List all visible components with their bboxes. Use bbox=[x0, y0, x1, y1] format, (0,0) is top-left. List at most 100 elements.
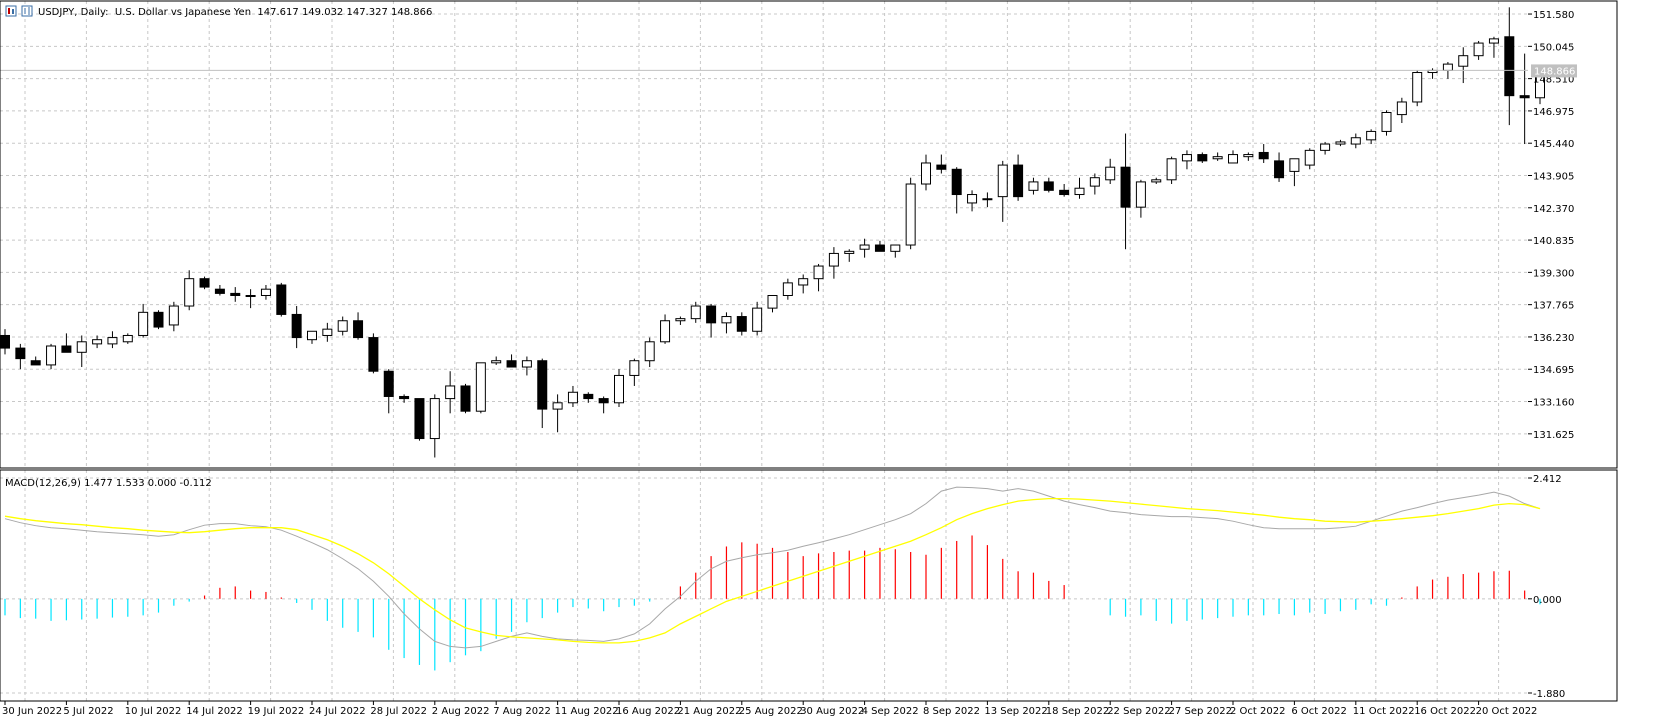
time-tick-label: 11 Aug 2022 bbox=[555, 706, 619, 717]
current-price-label: 148.866 bbox=[1534, 66, 1575, 77]
macd-axis: 2.412 0.000 -1.880 bbox=[1528, 474, 1565, 700]
bull-candle bbox=[1028, 181, 1039, 191]
bear-candle bbox=[736, 316, 747, 332]
macd-tick-label: 0.000 bbox=[1533, 595, 1562, 606]
bull-candle bbox=[921, 162, 931, 185]
bull-candle bbox=[1181, 154, 1192, 162]
bull-candle bbox=[1412, 72, 1423, 103]
bear-candle bbox=[15, 347, 26, 360]
bull-candle bbox=[1442, 63, 1453, 71]
bear-candle bbox=[399, 395, 410, 400]
bull-candle bbox=[475, 362, 486, 412]
bull-candle bbox=[92, 339, 103, 345]
bull-candle bbox=[1473, 42, 1484, 57]
chart-header: USDJPY, Daily: U.S. Dollar vs Japanese Y… bbox=[5, 5, 432, 18]
time-tick-label: 4 Sep 2022 bbox=[862, 706, 919, 717]
bear-candle bbox=[414, 398, 425, 440]
bull-candle bbox=[429, 398, 440, 440]
bull-candle bbox=[859, 244, 870, 250]
bull-candle bbox=[491, 360, 502, 364]
time-tick-label: 30 Aug 2022 bbox=[800, 706, 864, 717]
bull-candle bbox=[168, 305, 179, 326]
bear-candle bbox=[353, 320, 364, 339]
bull-candle bbox=[1304, 149, 1315, 166]
bull-candle bbox=[122, 334, 133, 343]
bull-candle bbox=[445, 385, 456, 400]
time-tick-label: 20 Oct 2022 bbox=[1476, 706, 1538, 717]
bull-candle bbox=[890, 244, 901, 252]
time-tick-label: 8 Sep 2022 bbox=[923, 706, 980, 717]
price-tick-label: 131.625 bbox=[1533, 430, 1574, 441]
bull-candle bbox=[844, 250, 855, 254]
bull-candle bbox=[675, 318, 686, 322]
bear-candle bbox=[1043, 181, 1054, 191]
bear-candle bbox=[936, 164, 947, 170]
macd-panel[interactable] bbox=[0, 469, 1618, 702]
bull-candle bbox=[1212, 156, 1223, 160]
bull-candle bbox=[967, 194, 978, 204]
bull-candle bbox=[138, 311, 149, 336]
bull-candle bbox=[1488, 38, 1499, 44]
bear-candle bbox=[951, 168, 962, 196]
price-tick-label: 143.905 bbox=[1533, 171, 1574, 182]
time-tick-label: 13 Sep 2022 bbox=[984, 706, 1047, 717]
bull-candle bbox=[982, 198, 993, 201]
bull-candle bbox=[1458, 55, 1469, 67]
bull-candle bbox=[905, 183, 916, 246]
time-tick-label: 10 Jul 2022 bbox=[125, 706, 182, 717]
time-tick-label: 5 Jul 2022 bbox=[63, 706, 113, 717]
bull-candle bbox=[1151, 179, 1162, 183]
bear-candle bbox=[1519, 95, 1530, 99]
time-tick-label: 14 Jul 2022 bbox=[186, 706, 243, 717]
bear-candle bbox=[276, 284, 287, 315]
time-tick-label: 11 Oct 2022 bbox=[1353, 706, 1415, 717]
bear-candle bbox=[30, 360, 41, 366]
time-tick-label: 16 Aug 2022 bbox=[616, 706, 680, 717]
bull-candle bbox=[997, 164, 1008, 198]
price-tick-label: 140.835 bbox=[1533, 236, 1574, 247]
bear-candle bbox=[1013, 164, 1024, 198]
chart-type-icon bbox=[21, 5, 33, 17]
bull-candle bbox=[1381, 111, 1392, 132]
price-tick-label: 145.440 bbox=[1533, 139, 1574, 150]
price-tick-label: 146.975 bbox=[1533, 107, 1574, 118]
macd-tick-label: -1.880 bbox=[1533, 689, 1565, 700]
bull-candle bbox=[798, 278, 809, 286]
bull-candle bbox=[1366, 130, 1377, 141]
time-tick-label: 2 Oct 2022 bbox=[1230, 706, 1285, 717]
time-tick-label: 18 Sep 2022 bbox=[1046, 706, 1109, 717]
bear-candle bbox=[460, 385, 471, 412]
bear-candle bbox=[230, 292, 241, 297]
bear-candle bbox=[537, 360, 548, 410]
price-tick-label: 148.510 bbox=[1533, 75, 1574, 86]
bear-candle bbox=[1504, 36, 1515, 97]
price-panel[interactable] bbox=[0, 0, 1618, 469]
time-tick-label: 28 Jul 2022 bbox=[370, 706, 427, 717]
bull-candle bbox=[782, 282, 793, 297]
current-price-tag: 148.866 bbox=[1531, 64, 1577, 78]
bull-candle bbox=[629, 360, 640, 376]
bear-candle bbox=[368, 337, 379, 372]
bull-candle bbox=[322, 328, 333, 336]
bear-candle bbox=[506, 360, 517, 368]
price-tick-label: 134.695 bbox=[1533, 365, 1574, 376]
bear-candle bbox=[874, 244, 885, 252]
price-grid bbox=[0, 1, 1528, 468]
price-tick-label: 150.045 bbox=[1533, 42, 1574, 53]
bear-candle bbox=[706, 305, 717, 324]
bear-candle bbox=[1258, 151, 1269, 160]
bear-candle bbox=[214, 288, 225, 294]
time-tick-label: 19 Jul 2022 bbox=[248, 706, 305, 717]
bull-candle bbox=[1089, 177, 1100, 187]
time-tick-label: 22 Sep 2022 bbox=[1107, 706, 1170, 717]
bull-candle bbox=[1320, 143, 1331, 151]
bear-candle bbox=[153, 311, 164, 328]
candles bbox=[0, 7, 1545, 458]
bull-candle bbox=[1135, 181, 1146, 208]
bear-candle bbox=[1120, 166, 1131, 208]
macd-tick-label: 2.412 bbox=[1533, 474, 1562, 485]
bull-candle bbox=[76, 341, 87, 353]
macd-panel-border bbox=[0, 469, 1618, 702]
